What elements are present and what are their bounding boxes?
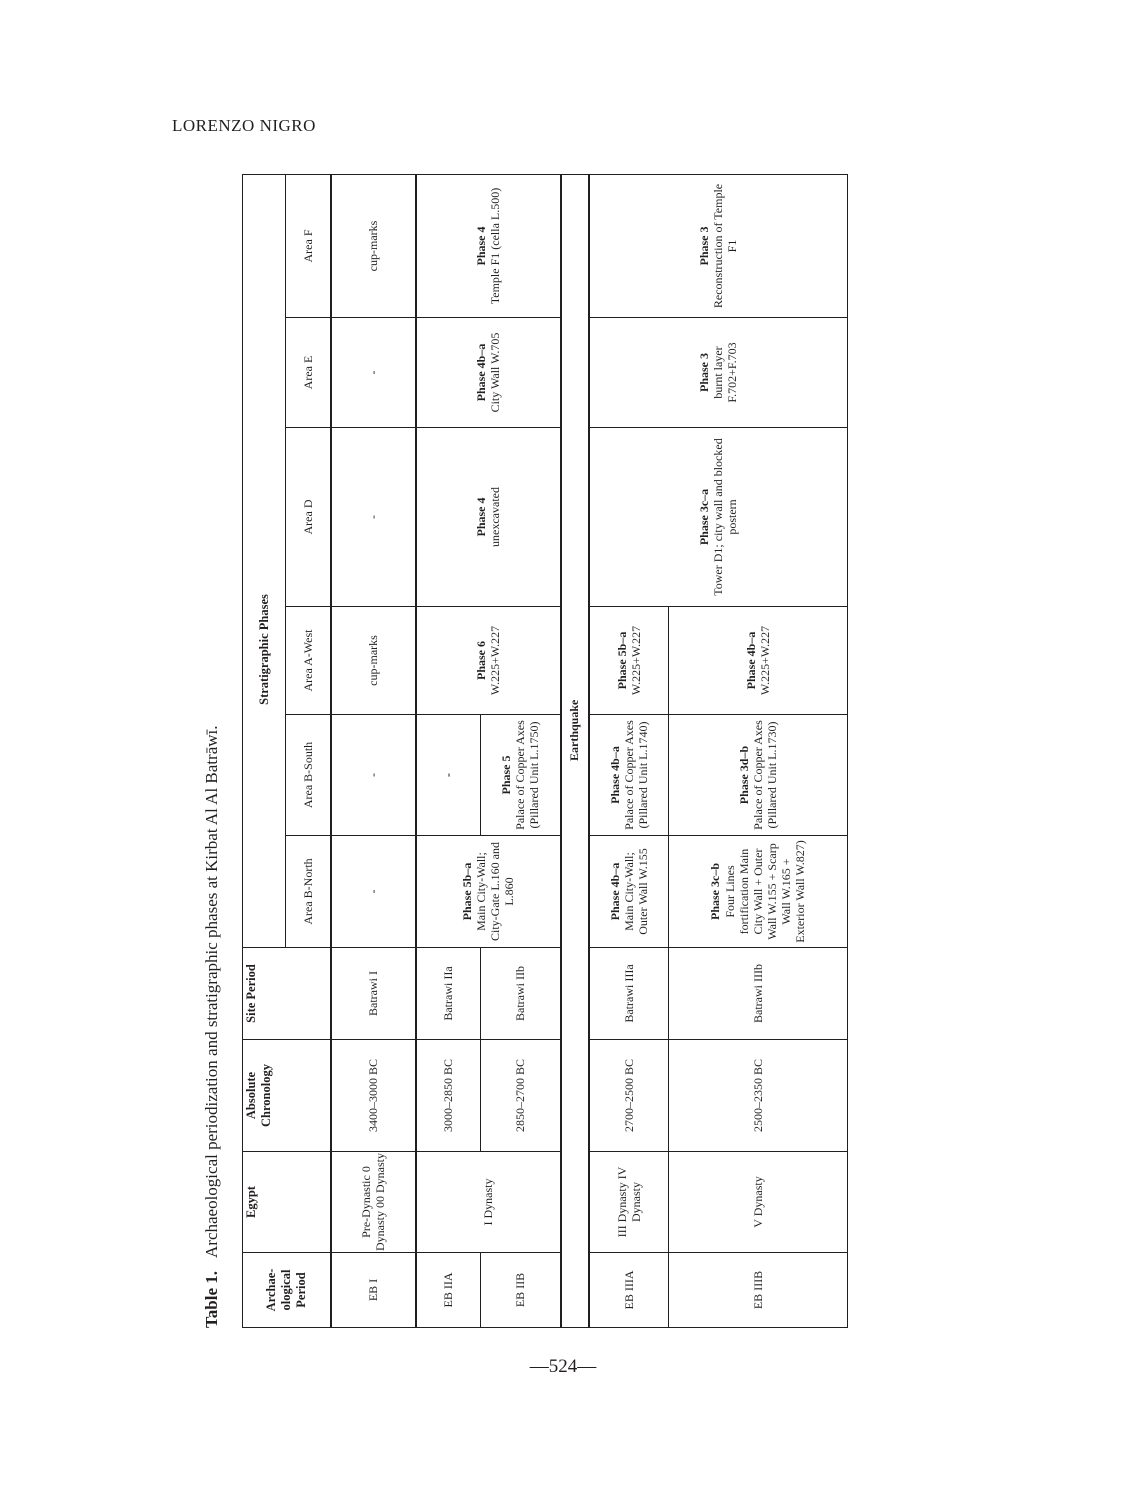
cell-d: Phase 4 unexcavated	[415, 427, 561, 607]
cell-period: EB IIA	[415, 1252, 481, 1328]
periodization-table: Archae-ological Period Egypt Absolute Ch…	[242, 174, 848, 1328]
cell-absolute: 3400–3000 BC	[330, 1039, 416, 1152]
phase-text: Main City-Wall; Outer Wall W.155	[621, 848, 650, 935]
cell-f: Phase 4 Temple F1 (cella L.500)	[415, 174, 561, 318]
phase-label: Phase 5b–a	[459, 862, 474, 921]
header-egypt: Egypt	[242, 1151, 331, 1253]
phase-text: Four Lines fortification Main City Wall …	[722, 840, 808, 943]
phase-label: Phase 4	[473, 497, 488, 537]
phase-text: City Wall W.705	[488, 332, 502, 413]
phase-label: Phase 3c–b	[708, 863, 723, 920]
caption-label: Table 1.	[202, 1270, 221, 1328]
phase-label: Phase 4b–a	[607, 862, 622, 921]
earthquake-label: Earthquake	[560, 174, 589, 1328]
cell-egypt: V Dynasty	[668, 1151, 848, 1253]
cell-f: Phase 3 Reconstruction of Temple F1	[588, 174, 848, 318]
cell-b-south: Phase 4b–a Palace of Copper Axes (Pillare…	[588, 714, 669, 836]
phase-text: Palace of Copper Axes (Pillared Unit L.1…	[750, 720, 780, 830]
cell-b-south: Phase 3d–b Palace of Copper Axes (Pillare…	[668, 714, 848, 836]
cell-e: Phase 4b–a City Wall W.705	[415, 317, 561, 428]
phase-text: Tower D1; city wall and blocked postern	[711, 438, 740, 596]
cell-b-south: -	[330, 714, 416, 836]
cell-period: EB IIIA	[588, 1252, 669, 1328]
cell-e: Phase 3 burnt layer F.702+F.703	[588, 317, 848, 428]
cell-b-north: Phase 4b–a Main City-Wall; Outer Wall W.1…	[588, 835, 669, 948]
periodization-table-wrapper: Archae-ological Period Egypt Absolute Ch…	[242, 174, 848, 1328]
phase-label: Phase 5b–a	[614, 631, 629, 690]
cell-period: EB IIIB	[668, 1252, 848, 1328]
cell-b-south: Phase 5 Palace of Copper Axes (Pillared U…	[480, 714, 561, 836]
phase-text: burnt layer F.702+F.703	[711, 342, 740, 403]
phase-label: Phase 4b–a	[473, 343, 488, 402]
cell-site: Batrawi I	[330, 947, 416, 1040]
cell-f: cup-marks	[330, 174, 416, 318]
table-row-eb1: EB I Pre-Dynastic 0 Dynasty 00 Dynasty 3…	[330, 174, 416, 1328]
table-row-eb2a: EB IIA I Dynasty 3000–2850 BC Batrawi II…	[415, 174, 561, 1328]
phase-label: Phase 3	[697, 226, 712, 266]
phase-text: Reconstruction of Temple F1	[711, 183, 740, 309]
header-site-period: Site Period	[242, 947, 331, 1040]
header-area-f: Area F	[285, 174, 331, 318]
caption-text: Archaeological periodization and stratig…	[202, 725, 221, 1259]
phase-label: Phase 5	[499, 755, 514, 795]
phase-text: unexcavated	[488, 487, 502, 547]
header-area-e: Area E	[285, 317, 331, 428]
cell-absolute: 2700–2500 BC	[588, 1039, 669, 1152]
cell-site: Batrawi IIb	[480, 947, 561, 1040]
cell-absolute: 2850–2700 BC	[480, 1039, 561, 1152]
cell-egypt: I Dynasty	[415, 1151, 561, 1253]
header-area-b-north: Area B-North	[285, 835, 331, 948]
phase-label: Phase 6	[473, 641, 488, 680]
phase-label: Phase 3	[697, 353, 712, 392]
phase-text: W.225+W.227	[758, 625, 772, 696]
cell-period: EB IIB	[480, 1252, 561, 1328]
cell-a-west: Phase 5b–a W.225+W.227	[588, 606, 669, 715]
phase-label: Phase 4b–a	[607, 746, 622, 804]
cell-period: EB I	[330, 1252, 416, 1328]
cell-a-west: cup-marks	[330, 606, 416, 715]
phase-label: Phase 3c–a	[697, 488, 712, 546]
phase-text: W.225+W.227	[488, 625, 502, 696]
cell-a-west: Phase 4b–a W.225+W.227	[668, 606, 848, 715]
cell-site: Batrawi IIa	[415, 947, 481, 1040]
header-area-a-west: Area A-West	[285, 606, 331, 715]
header-row: Archae-ological Period Egypt Absolute Ch…	[242, 174, 331, 1328]
phase-text: Palace of Copper Axes (Pillared Unit L.1…	[621, 720, 650, 830]
phase-text: Palace of Copper Axes (Pillared Unit L.1…	[513, 720, 542, 830]
earthquake-row: Earthquake	[560, 174, 589, 1328]
cell-site: Batrawi IIIa	[588, 947, 669, 1040]
phase-label: Phase 4	[473, 226, 488, 266]
cell-b-north: Phase 5b–a Main City-Wall; City-Gate L.16…	[415, 835, 561, 948]
cell-b-north: -	[330, 835, 416, 948]
cell-absolute: 3000–2850 BC	[415, 1039, 481, 1152]
phase-text: Temple F1 (cella L.500)	[488, 187, 502, 305]
header-stratigraphic: Stratigraphic Phases	[242, 174, 286, 948]
cell-a-west: Phase 6 W.225+W.227	[415, 606, 561, 715]
phase-text: W.225+W.227	[628, 625, 643, 696]
header-absolute: Absolute Chronology	[242, 1039, 331, 1152]
table-row-eb3a: EB IIIA III Dynasty IV Dynasty 2700–2500…	[588, 174, 848, 1328]
cell-site: Batrawi IIIb	[668, 947, 848, 1040]
cell-d: -	[330, 427, 416, 607]
header-arch-period: Archae-ological Period	[242, 1252, 331, 1328]
cell-d: Phase 3c–a Tower D1; city wall and blocke…	[588, 427, 848, 607]
cell-e: -	[330, 317, 416, 428]
page-number: —524—	[529, 1356, 597, 1377]
cell-b-south: -	[415, 714, 481, 836]
table-caption: Table 1. Archaeological periodization an…	[202, 600, 224, 1329]
header-area-d: Area D	[285, 427, 331, 607]
cell-b-north: Phase 3c–b Four Lines fortification Main …	[668, 835, 848, 948]
egypt-predynastic: Pre-Dynastic 0 Dynasty 00 Dynasty	[358, 1153, 387, 1251]
phase-label: Phase 4b–a	[743, 631, 758, 690]
phase-text: Main City-Wall; City-Gate L.160 and L.86…	[473, 842, 517, 941]
running-head: LORENZO NIGRO	[172, 116, 316, 135]
phase-label: Phase 3d–b	[736, 745, 751, 805]
cell-absolute: 2500–2350 BC	[668, 1039, 848, 1152]
cell-egypt: III Dynasty IV Dynasty	[588, 1151, 669, 1253]
cell-egypt: Pre-Dynastic 0 Dynasty 00 Dynasty	[330, 1151, 416, 1253]
header-area-b-south: Area B-South	[285, 714, 331, 836]
